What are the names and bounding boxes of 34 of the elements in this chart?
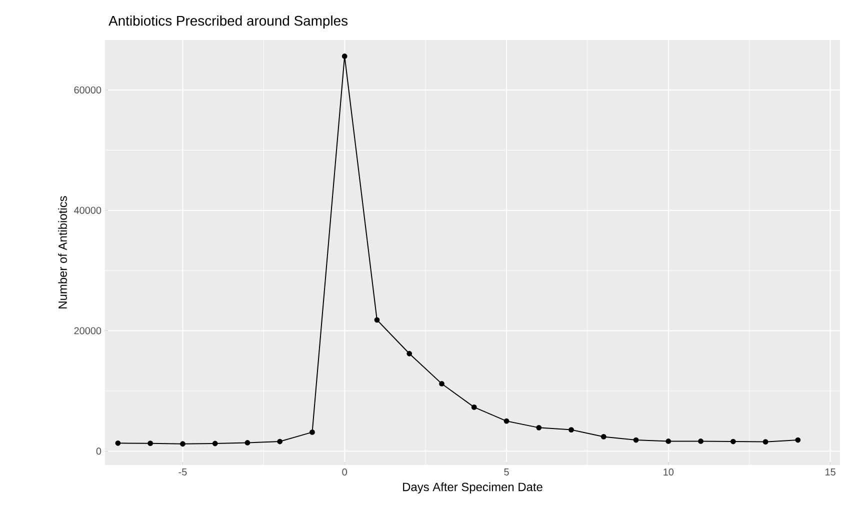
point — [730, 438, 736, 444]
x-tick-label: 15 — [826, 468, 836, 476]
point — [795, 437, 801, 443]
x-tick-label: -5 — [178, 468, 187, 476]
point — [148, 440, 154, 446]
point — [568, 427, 574, 432]
y-tick-label: 40000 — [74, 206, 102, 214]
point — [536, 424, 542, 430]
y-tick-label: 0 — [96, 448, 102, 455]
point — [633, 437, 639, 443]
point — [310, 429, 315, 435]
point — [666, 438, 672, 444]
point — [277, 438, 283, 444]
point — [115, 440, 121, 446]
y-tick-label: 60000 — [74, 86, 102, 94]
x-tick-label: 10 — [664, 468, 674, 476]
y-tick-label: 20000 — [74, 327, 102, 334]
point — [698, 438, 704, 444]
x-tick-label: 0 — [342, 468, 347, 476]
point — [600, 434, 606, 440]
y-axis-title: Number of Antibiotics — [58, 196, 67, 308]
chart-title: Antibiotics Prescribed around Samples — [108, 16, 348, 28]
point — [406, 350, 412, 356]
point — [244, 440, 250, 446]
point — [374, 317, 380, 323]
point — [439, 381, 444, 386]
point — [180, 441, 186, 447]
point — [762, 439, 768, 445]
point — [471, 404, 477, 410]
x-tick-label: 5 — [504, 468, 509, 476]
x-axis-title: Days After Specimen Date — [403, 482, 542, 494]
point — [212, 440, 218, 446]
point — [342, 54, 348, 59]
point — [504, 418, 510, 424]
